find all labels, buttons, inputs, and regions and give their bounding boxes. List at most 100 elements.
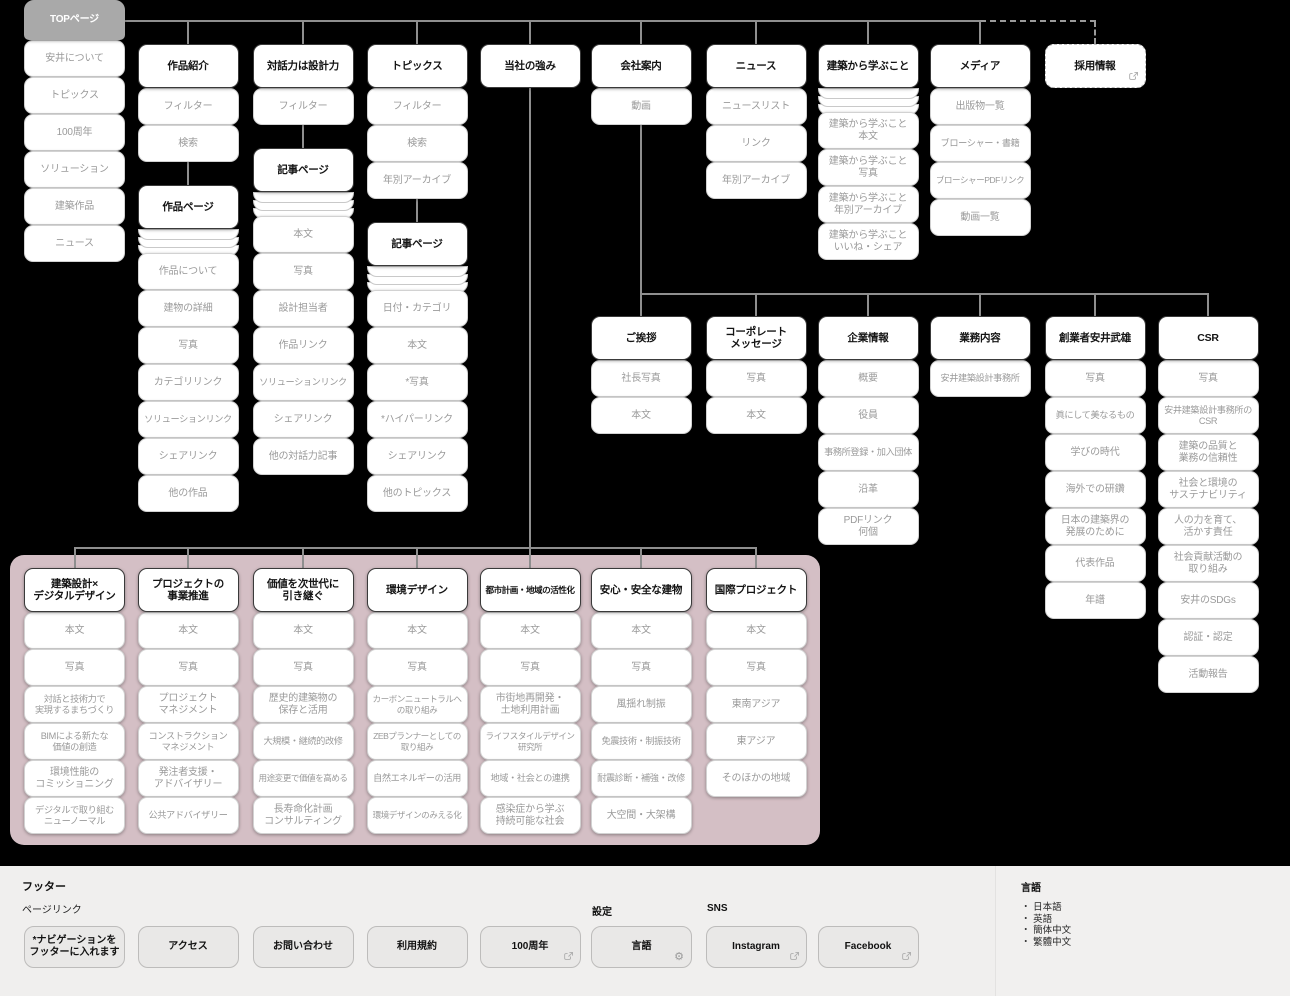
sitemap-node-header[interactable]: 採用情報: [1044, 44, 1146, 88]
sitemap-node[interactable]: 社長写真: [590, 360, 692, 397]
sitemap-node[interactable]: 年譜: [1044, 582, 1146, 619]
sitemap-node[interactable]: 感染症から学ぶ 持続可能な社会: [479, 797, 581, 834]
sitemap-node[interactable]: 写真: [705, 360, 807, 397]
sitemap-node[interactable]: そのほかの地域: [705, 760, 807, 797]
sitemap-node[interactable]: 役員: [817, 397, 919, 434]
sitemap-node[interactable]: 建築の品質と 業務の信頼性: [1157, 434, 1259, 471]
sitemap-node[interactable]: *写真: [366, 364, 468, 401]
sitemap-node[interactable]: 写真: [137, 649, 239, 686]
sitemap-node-header[interactable]: ニュース: [705, 44, 807, 88]
sitemap-node[interactable]: 写真: [705, 649, 807, 686]
sitemap-node[interactable]: 写真: [137, 327, 239, 364]
sitemap-node[interactable]: ソリューションリンク: [137, 401, 239, 438]
sitemap-node[interactable]: 概要: [817, 360, 919, 397]
sitemap-node[interactable]: ニュースリスト: [705, 88, 807, 125]
footer-button-instagram[interactable]: Instagram: [705, 926, 807, 968]
sitemap-node-header[interactable]: ご挨拶: [590, 316, 692, 360]
sitemap-node[interactable]: 眞にして美なるもの: [1044, 397, 1146, 434]
sitemap-node[interactable]: 本文: [252, 216, 354, 253]
sitemap-node[interactable]: ニュース: [24, 225, 125, 262]
sitemap-node[interactable]: 認証・認定: [1157, 619, 1259, 656]
sitemap-node[interactable]: 本文: [366, 327, 468, 364]
sitemap-node-header[interactable]: プロジェクトの 事業推進: [137, 568, 239, 612]
sitemap-node[interactable]: 代表作品: [1044, 545, 1146, 582]
sitemap-node-header[interactable]: CSR: [1157, 316, 1259, 360]
sitemap-node[interactable]: フィルター: [137, 88, 239, 125]
sitemap-node[interactable]: 写真: [590, 649, 692, 686]
footer-button-access[interactable]: アクセス: [137, 926, 239, 968]
sitemap-node-header[interactable]: メディア: [929, 44, 1031, 88]
sitemap-node[interactable]: 安井建築設計事務所: [929, 360, 1031, 397]
sitemap-node[interactable]: 建築作品: [24, 188, 125, 225]
sitemap-node[interactable]: PDFリンク 何個: [817, 508, 919, 545]
sitemap-node[interactable]: 風揺れ制振: [590, 686, 692, 723]
sitemap-node[interactable]: 年別アーカイブ: [705, 162, 807, 199]
sitemap-node[interactable]: 作品リンク: [252, 327, 354, 364]
sitemap-node[interactable]: 写真: [252, 649, 354, 686]
sitemap-node[interactable]: 建築から学ぶこと 年別アーカイブ: [817, 186, 919, 223]
sitemap-node-header[interactable]: 安心・安全な建物: [590, 568, 692, 612]
sitemap-node[interactable]: 本文: [252, 612, 354, 649]
sitemap-node[interactable]: ソリューション: [24, 151, 125, 188]
sitemap-node[interactable]: ZEBプランナーとしての 取り組み: [366, 723, 468, 760]
sitemap-node[interactable]: 設計担当者: [252, 290, 354, 327]
sitemap-node-header[interactable]: トピックス: [366, 44, 468, 88]
sitemap-node[interactable]: フィルター: [366, 88, 468, 125]
sitemap-node-header[interactable]: 価値を次世代に 引き継ぐ: [252, 568, 354, 612]
footer-button-100th-anniversary[interactable]: 100周年: [479, 926, 581, 968]
sitemap-node[interactable]: トピックス: [24, 77, 125, 114]
sitemap-node[interactable]: 本文: [705, 397, 807, 434]
sitemap-node-header[interactable]: 記事ページ: [366, 222, 468, 266]
sitemap-node[interactable]: 用途変更で価値を高める: [252, 760, 354, 797]
footer-button-facebook[interactable]: Facebook: [817, 926, 919, 968]
sitemap-node[interactable]: 作品について: [137, 253, 239, 290]
footer-button-terms[interactable]: 利用規約: [366, 926, 468, 968]
sitemap-node[interactable]: 写真: [24, 649, 125, 686]
sitemap-node-header[interactable]: 当社の強み: [479, 44, 581, 88]
sitemap-node[interactable]: 建築から学ぶこと 写真: [817, 149, 919, 186]
sitemap-node[interactable]: 公共アドバイザリー: [137, 797, 239, 834]
sitemap-node[interactable]: 発注者支援・ アドバイザリー: [137, 760, 239, 797]
sitemap-node[interactable]: 検索: [366, 125, 468, 162]
sitemap-node[interactable]: ブローシャーPDFリンク: [929, 162, 1031, 199]
sitemap-node[interactable]: 環境性能の コミッショニング: [24, 760, 125, 797]
sitemap-node[interactable]: *ハイパーリンク: [366, 401, 468, 438]
sitemap-node[interactable]: シェアリンク: [137, 438, 239, 475]
sitemap-node[interactable]: 免震技術・制振技術: [590, 723, 692, 760]
sitemap-node[interactable]: 歴史的建築物の 保存と活用: [252, 686, 354, 723]
sitemap-node-header[interactable]: 対話力は設計力: [252, 44, 354, 88]
sitemap-node[interactable]: ライフスタイルデザイン 研究所: [479, 723, 581, 760]
sitemap-node[interactable]: シェアリンク: [252, 401, 354, 438]
sitemap-node[interactable]: 本文: [24, 612, 125, 649]
sitemap-node[interactable]: 本文: [590, 397, 692, 434]
sitemap-node[interactable]: 海外での研鑽: [1044, 471, 1146, 508]
sitemap-node[interactable]: 大空間・大架構: [590, 797, 692, 834]
sitemap-node-header[interactable]: 創業者安井武雄: [1044, 316, 1146, 360]
sitemap-node[interactable]: 100周年: [24, 114, 125, 151]
sitemap-node[interactable]: 建築から学ぶこと いいね・シェア: [817, 223, 919, 260]
sitemap-node[interactable]: コンストラクション マネジメント: [137, 723, 239, 760]
sitemap-node[interactable]: 建物の詳細: [137, 290, 239, 327]
sitemap-node[interactable]: プロジェクト マネジメント: [137, 686, 239, 723]
sitemap-node-header[interactable]: 会社案内: [590, 44, 692, 88]
sitemap-node[interactable]: 事務所登録・加入団体: [817, 434, 919, 471]
sitemap-node[interactable]: シェアリンク: [366, 438, 468, 475]
sitemap-node-header[interactable]: 国際プロジェクト: [705, 568, 807, 612]
sitemap-node-top[interactable]: TOPページ: [24, 0, 125, 40]
sitemap-node[interactable]: 本文: [590, 612, 692, 649]
sitemap-node[interactable]: 地域・社会との連携: [479, 760, 581, 797]
sitemap-node[interactable]: 本文: [705, 612, 807, 649]
sitemap-node[interactable]: 他の対話力記事: [252, 438, 354, 475]
sitemap-node[interactable]: 写真: [479, 649, 581, 686]
sitemap-node[interactable]: 活動報告: [1157, 656, 1259, 693]
sitemap-node[interactable]: 本文: [137, 612, 239, 649]
sitemap-node[interactable]: 東南アジア: [705, 686, 807, 723]
footer-button-contact[interactable]: お問い合わせ: [252, 926, 354, 968]
sitemap-node[interactable]: 動画: [590, 88, 692, 125]
sitemap-node[interactable]: 安井について: [24, 40, 125, 77]
sitemap-node[interactable]: 検索: [137, 125, 239, 162]
sitemap-node[interactable]: 社会と環境の サステナビリティ: [1157, 471, 1259, 508]
sitemap-node[interactable]: 日付・カテゴリ: [366, 290, 468, 327]
sitemap-node[interactable]: ブローシャー・書籍: [929, 125, 1031, 162]
sitemap-node[interactable]: 大規模・継続的改修: [252, 723, 354, 760]
